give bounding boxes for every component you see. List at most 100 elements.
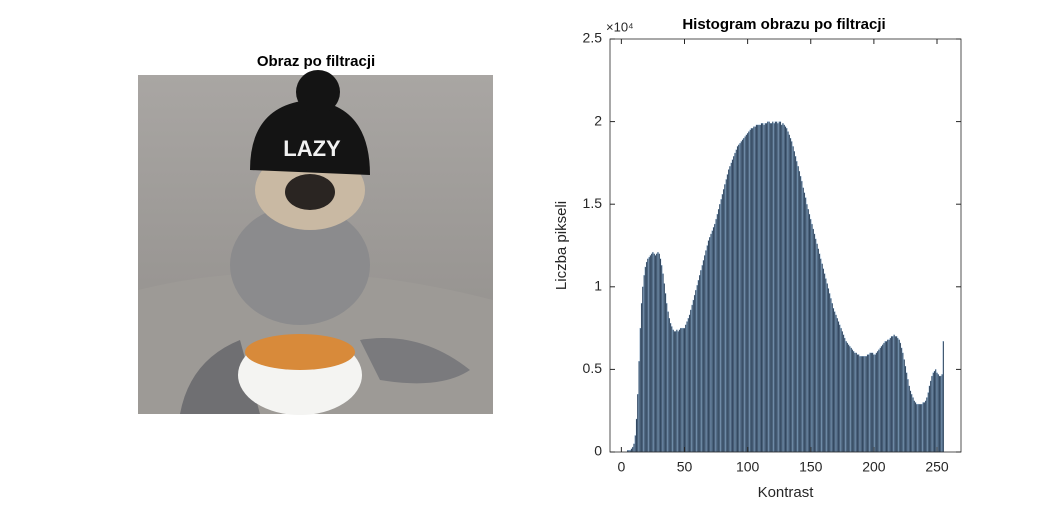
bar <box>913 400 915 453</box>
bar <box>901 347 903 453</box>
bar <box>831 303 833 453</box>
bar <box>914 402 917 453</box>
bar <box>849 346 851 453</box>
bar <box>846 342 849 453</box>
bar <box>935 369 937 453</box>
bar <box>879 347 881 453</box>
bar <box>720 199 722 453</box>
bar <box>822 268 825 453</box>
bar <box>677 331 679 453</box>
bar <box>706 245 708 453</box>
bar <box>700 270 702 453</box>
bar <box>827 288 830 453</box>
bar <box>940 375 942 453</box>
bar <box>932 372 934 453</box>
bar <box>825 278 827 453</box>
bar <box>878 349 880 453</box>
bar <box>892 336 894 453</box>
bar <box>683 327 686 453</box>
bar <box>659 258 662 453</box>
bar <box>924 400 927 453</box>
bar <box>863 356 865 453</box>
y-tick-label: 1 <box>594 278 602 294</box>
bar <box>906 372 908 453</box>
bar <box>735 149 737 453</box>
bar <box>692 299 694 453</box>
bar <box>836 318 838 453</box>
bar <box>765 123 768 453</box>
bar <box>796 161 798 453</box>
bar <box>759 124 761 453</box>
bar <box>854 352 856 453</box>
bar <box>829 293 831 453</box>
bar <box>672 329 674 453</box>
bar <box>767 121 769 453</box>
bar <box>880 346 883 453</box>
bar <box>801 180 803 453</box>
bar <box>729 166 731 453</box>
bar <box>668 318 670 453</box>
bar <box>653 253 655 453</box>
bar <box>942 341 944 453</box>
bar <box>681 327 683 453</box>
bar <box>657 251 659 453</box>
bar <box>774 121 777 453</box>
chart-title: Histogram obrazu po filtracji <box>682 16 885 33</box>
bar <box>730 162 732 453</box>
bar <box>798 171 801 453</box>
bar <box>645 261 648 453</box>
bar <box>853 351 855 453</box>
bar <box>864 356 866 453</box>
bar <box>917 403 919 453</box>
bar <box>805 197 807 453</box>
bar <box>634 435 636 453</box>
bar <box>911 394 913 453</box>
bar <box>640 303 643 453</box>
bar <box>651 253 653 453</box>
bar <box>807 209 809 453</box>
bar <box>770 123 773 453</box>
hat-text: LAZY <box>283 136 341 161</box>
bar <box>649 255 652 453</box>
bar <box>926 397 928 453</box>
bar <box>844 337 846 453</box>
bar <box>904 365 907 453</box>
bar <box>644 266 647 453</box>
bar <box>637 394 639 453</box>
bar <box>792 146 794 453</box>
bar <box>921 403 923 453</box>
bar <box>728 169 730 453</box>
bar <box>714 223 716 453</box>
bar <box>793 151 795 453</box>
bar <box>642 286 644 453</box>
bar <box>734 152 736 453</box>
bar <box>810 218 812 453</box>
bar <box>663 283 665 453</box>
bar <box>733 156 735 453</box>
bar <box>912 397 914 453</box>
bar <box>652 251 654 453</box>
bar <box>856 354 859 453</box>
bar <box>632 446 634 453</box>
bar <box>716 213 718 453</box>
bar <box>717 209 720 453</box>
bar <box>789 137 792 453</box>
bar <box>712 227 715 453</box>
bar <box>740 141 742 453</box>
x-axis-label: Kontrast <box>758 484 815 501</box>
bar <box>783 124 785 453</box>
bar <box>664 293 667 453</box>
bar <box>731 159 734 453</box>
bar <box>778 121 780 453</box>
bar <box>711 230 713 453</box>
bar <box>931 375 933 453</box>
bar <box>845 341 847 453</box>
bar <box>748 131 750 453</box>
bar <box>899 342 902 453</box>
bar <box>791 141 793 453</box>
bar <box>889 337 891 453</box>
bar <box>842 334 845 453</box>
bar <box>667 311 669 453</box>
axes-box <box>609 38 962 453</box>
bar <box>688 314 691 453</box>
